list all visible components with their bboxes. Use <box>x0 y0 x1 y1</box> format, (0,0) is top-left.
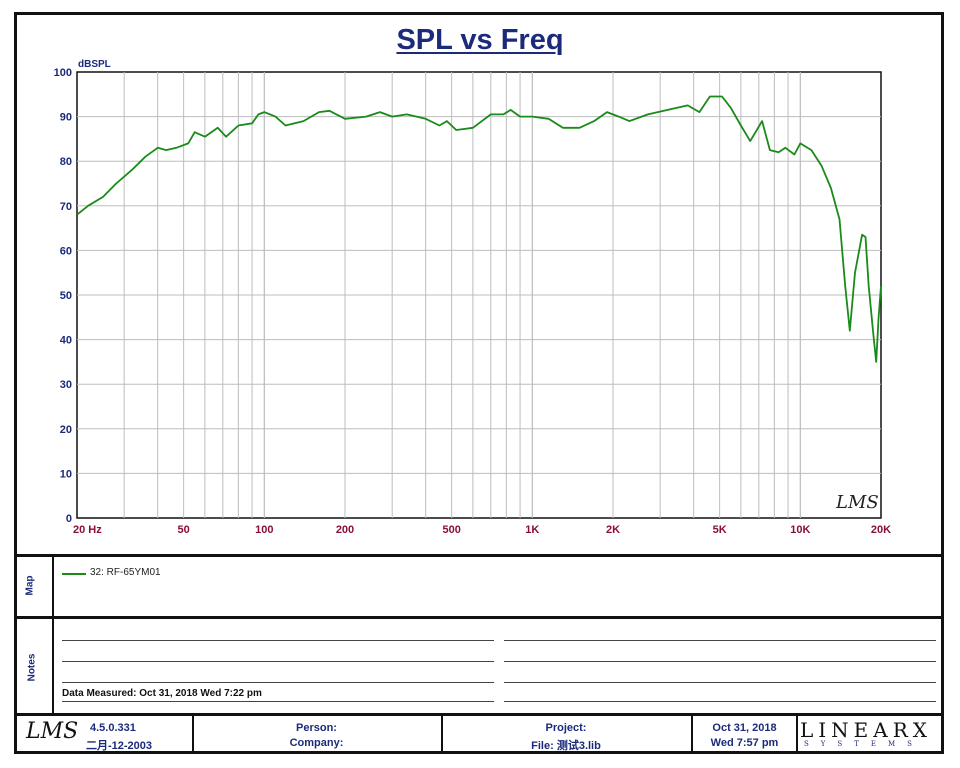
x-tick-label: 200 <box>336 524 354 536</box>
y-tick-label: 50 <box>60 290 72 302</box>
divider-notes-top <box>17 616 944 619</box>
y-tick-label: 30 <box>60 379 72 391</box>
x-tick-label: 20K <box>871 524 891 536</box>
footer-time: Wed 7:57 pm <box>710 737 779 749</box>
build-date-text: 二月-12-2003 <box>86 740 153 752</box>
outer-frame <box>14 12 944 754</box>
y-tick-label: 70 <box>60 201 72 213</box>
note-line <box>62 682 494 683</box>
note-line <box>504 701 936 702</box>
note-line <box>62 701 494 702</box>
series-line <box>76 95 882 363</box>
chart-svg: 0 10 20 30 40 50 60 70 80 90 100 20 Hz 50 100 200 500 1K… <box>54 59 892 536</box>
x-tick-label: 50 <box>178 524 190 536</box>
y-tick-label: 100 <box>54 67 72 79</box>
x-tick-label: 500 <box>442 524 460 536</box>
x-tick-label: 2K <box>606 524 620 536</box>
grid-layer <box>77 72 881 518</box>
file-label: File: 测试3.lib <box>531 740 601 752</box>
version-text: 4.5.0.331 <box>90 722 136 734</box>
y-tick-label: 90 <box>60 112 72 124</box>
legend-entry: 32: RF-65YM01 <box>90 567 161 578</box>
chart-title: SPL vs Freq <box>396 24 564 56</box>
x-tick-label: 10K <box>790 524 810 536</box>
x-tick-label: 20 Hz <box>73 524 102 536</box>
notes-label: Notes <box>26 653 38 682</box>
footer-divider <box>691 715 693 754</box>
company-label: Company: <box>289 737 344 749</box>
y-tick-label: 10 <box>60 468 72 480</box>
lms-watermark: LMS <box>835 492 879 513</box>
axis-layer: 0 10 20 30 40 50 60 70 80 90 100 20 Hz 50 100 200 500 1K… <box>54 67 892 536</box>
y-tick-label: 20 <box>60 424 72 436</box>
note-line <box>504 661 936 662</box>
y-tick-label: 60 <box>60 245 72 257</box>
y-axis-label: dBSPL <box>78 59 111 70</box>
y-tick-label: 80 <box>60 156 72 168</box>
x-tick-label: 100 <box>255 524 273 536</box>
footer-date: Oct 31, 2018 <box>712 722 777 734</box>
note-line <box>504 682 936 683</box>
map-label: Map <box>24 575 36 596</box>
y-tick-label: 40 <box>60 335 72 347</box>
y-tick-label: 0 <box>66 513 72 525</box>
x-tick-label: 5K <box>713 524 727 536</box>
data-measured-text: Data Measured: Oct 31, 2018 Wed 7:22 pm <box>62 688 262 699</box>
divider-map-top <box>17 554 944 557</box>
series-layer <box>76 95 882 363</box>
note-line <box>504 640 936 641</box>
lms-logo: LMS <box>26 719 79 744</box>
footer-divider <box>441 715 443 754</box>
footer-divider <box>796 715 798 754</box>
divider-footer-top <box>17 713 944 716</box>
footer-divider <box>192 715 194 754</box>
x-tick-label: 1K <box>525 524 539 536</box>
linearx-systems: SYSTEMS <box>804 740 924 748</box>
person-label: Person: <box>296 722 337 734</box>
note-line <box>62 661 494 662</box>
linearx-brand: LINEARX <box>800 718 933 742</box>
legend-swatch <box>62 573 86 575</box>
note-line <box>62 640 494 641</box>
project-label: Project: <box>545 722 587 734</box>
section-label-divider <box>52 556 54 713</box>
